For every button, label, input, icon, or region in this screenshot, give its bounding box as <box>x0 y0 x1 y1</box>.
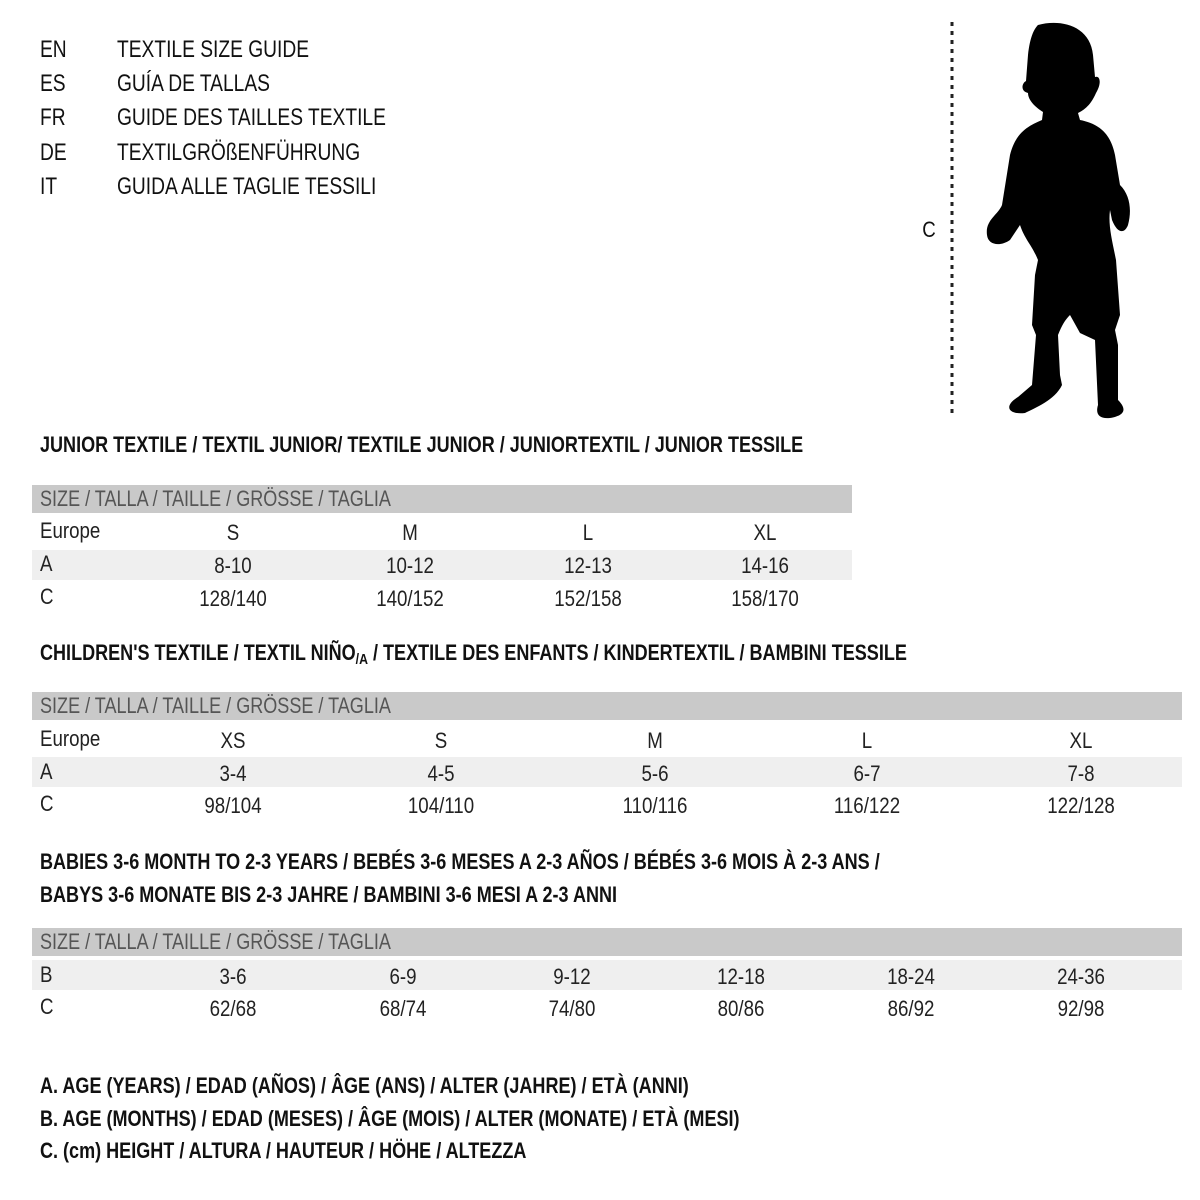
language-code: DE <box>40 139 67 166</box>
babies-section-title-line1: BABIES 3-6 MONTH TO 2-3 YEARS / BEBÉS 3-… <box>40 849 880 874</box>
table-cell: 92/98 <box>1057 996 1105 1021</box>
table-cell: 68/74 <box>379 996 427 1021</box>
babies-section-title-line2: BABYS 3-6 MONATE BIS 2-3 JAHRE / BAMBINI… <box>40 882 618 907</box>
children-row-stripe <box>32 757 1182 787</box>
row-label: C <box>40 584 54 609</box>
junior-header-label: SIZE / TALLA / TAILLE / GRÖSSE / TAGLIA <box>40 486 391 511</box>
table-cell: 86/92 <box>887 996 935 1021</box>
table-cell: XL <box>753 520 777 545</box>
table-cell: XS <box>220 728 246 753</box>
children-section-title: CHILDREN'S TEXTILE / TEXTIL NIÑO/A / TEX… <box>40 639 907 674</box>
junior-row-stripe <box>32 550 852 580</box>
table-cell: 98/104 <box>204 793 262 818</box>
table-cell: 18-24 <box>887 964 935 989</box>
table-cell: 6-9 <box>389 964 417 989</box>
language-code: IT <box>40 173 58 200</box>
table-cell: 140/152 <box>376 586 444 611</box>
table-cell: 158/170 <box>731 586 799 611</box>
language-code: ES <box>40 70 66 97</box>
row-label: Europe <box>40 726 101 751</box>
table-cell: 104/110 <box>407 793 475 818</box>
language-title: TEXTILE SIZE GUIDE <box>117 36 310 63</box>
table-cell: 3-6 <box>219 964 247 989</box>
table-cell: 10-12 <box>386 553 434 578</box>
children-table-header <box>32 692 1182 720</box>
language-title: TEXTILGRÖßENFÜHRUNG <box>117 139 361 166</box>
legend-item-b: B. AGE (MONTHS) / EDAD (MESES) / ÂGE (MO… <box>40 1106 740 1131</box>
table-cell: 6-7 <box>853 761 881 786</box>
row-label: A <box>40 551 53 576</box>
row-label: B <box>40 962 53 987</box>
title-subscript: /A <box>355 651 368 668</box>
table-cell: 152/158 <box>554 586 622 611</box>
language-title: GUIDE DES TAILLES TEXTILE <box>117 104 386 131</box>
babies-header-label: SIZE / TALLA / TAILLE / GRÖSSE / TAGLIA <box>40 929 391 954</box>
table-cell: S <box>226 520 240 545</box>
table-cell: 74/80 <box>548 996 596 1021</box>
table-cell: 14-16 <box>741 553 789 578</box>
row-label: C <box>40 791 54 816</box>
child-silhouette-icon <box>950 22 1130 419</box>
legend-item-a: A. AGE (YEARS) / EDAD (AÑOS) / ÂGE (ANS)… <box>40 1073 689 1098</box>
children-header-label: SIZE / TALLA / TAILLE / GRÖSSE / TAGLIA <box>40 693 391 718</box>
table-cell: M <box>647 728 663 753</box>
table-cell: L <box>861 728 873 753</box>
measure-label: C <box>922 217 936 242</box>
row-label: C <box>40 994 54 1019</box>
table-cell: 62/68 <box>209 996 257 1021</box>
junior-section-title: JUNIOR TEXTILE / TEXTIL JUNIOR/ TEXTILE … <box>40 432 804 457</box>
language-code: EN <box>40 36 67 63</box>
table-cell: XL <box>1069 728 1093 753</box>
title-part: CHILDREN'S TEXTILE / TEXTIL NIÑO <box>40 640 356 665</box>
babies-row-stripe <box>32 960 1182 990</box>
babies-table-header <box>32 928 1182 956</box>
language-title: GUÍA DE TALLAS <box>117 70 270 97</box>
language-title: GUIDA ALLE TAGLIE TESSILI <box>117 173 377 200</box>
table-cell: 5-6 <box>641 761 669 786</box>
table-cell: 4-5 <box>427 761 455 786</box>
row-label: Europe <box>40 518 101 543</box>
legend-item-c: C. (cm) HEIGHT / ALTURA / HAUTEUR / HÖHE… <box>40 1138 527 1163</box>
table-cell: L <box>582 520 594 545</box>
language-code: FR <box>40 104 66 131</box>
table-cell: 122/128 <box>1047 793 1115 818</box>
row-label: A <box>40 759 53 784</box>
title-part: / TEXTILE DES ENFANTS / KINDERTEXTIL / B… <box>367 640 907 665</box>
table-cell: 3-4 <box>219 761 247 786</box>
table-cell: 110/116 <box>622 793 688 818</box>
junior-table-header <box>32 485 852 513</box>
table-cell: 128/140 <box>199 586 267 611</box>
table-cell: 7-8 <box>1067 761 1095 786</box>
table-cell: 24-36 <box>1057 964 1105 989</box>
table-cell: 12-13 <box>564 553 612 578</box>
table-cell: 9-12 <box>553 964 591 989</box>
table-cell: M <box>402 520 418 545</box>
table-cell: 80/86 <box>717 996 765 1021</box>
table-cell: 12-18 <box>717 964 765 989</box>
table-cell: 8-10 <box>214 553 252 578</box>
table-cell: 116/122 <box>833 793 901 818</box>
table-cell: S <box>434 728 448 753</box>
